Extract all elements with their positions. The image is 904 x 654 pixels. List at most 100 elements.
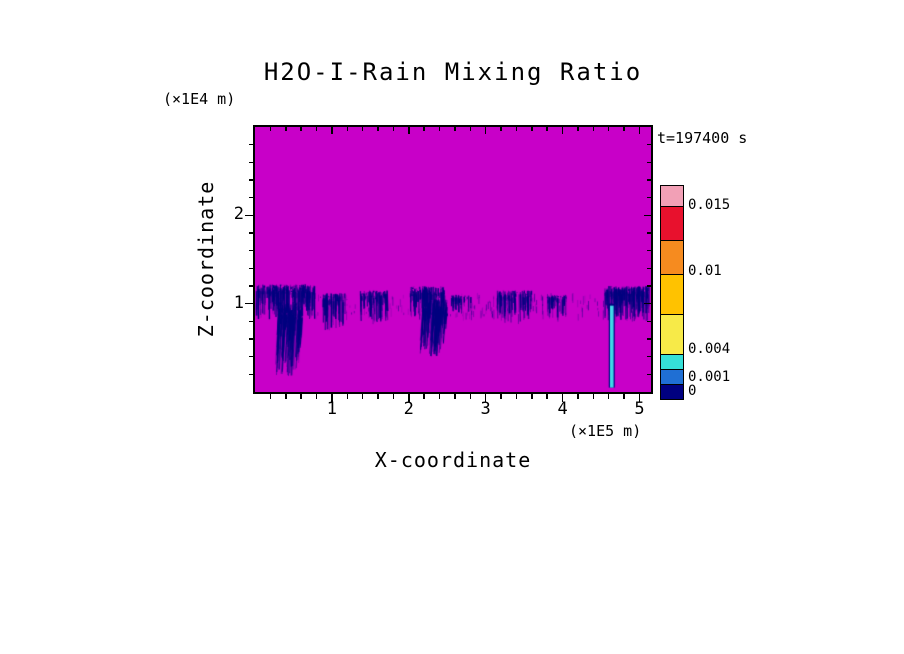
- x-axis-label: X-coordinate: [374, 448, 532, 472]
- x-tick-label: 2: [403, 399, 414, 419]
- colorbar: [660, 185, 684, 400]
- colorbar-label: 0.004: [688, 341, 731, 357]
- tick-mark: [245, 302, 253, 305]
- tick-mark: [285, 394, 287, 399]
- tick-mark: [249, 143, 253, 146]
- z-tick-label: 1: [233, 292, 244, 313]
- tick-mark: [249, 285, 253, 287]
- tick-mark: [377, 394, 379, 399]
- tick-mark: [377, 127, 379, 131]
- tick-mark: [249, 338, 253, 340]
- tick-mark: [469, 127, 472, 131]
- tick-mark: [515, 127, 518, 131]
- tick-mark: [392, 127, 395, 131]
- tick-mark: [647, 161, 651, 164]
- tick-mark: [623, 394, 625, 399]
- colorbar-label: 0.01: [688, 263, 722, 279]
- tick-mark: [361, 394, 364, 399]
- tick-mark: [647, 373, 651, 376]
- tick-mark: [647, 355, 651, 358]
- colorbar-label: 0.015: [688, 197, 731, 213]
- tick-mark: [484, 127, 487, 134]
- tick-mark: [500, 394, 502, 399]
- timestamp-label: t=197400 s: [657, 129, 748, 147]
- tick-mark: [423, 127, 425, 131]
- colorbar-segment: [661, 354, 683, 369]
- tick-mark: [438, 394, 441, 399]
- colorbar-label: 0.001: [688, 369, 731, 385]
- tick-mark: [249, 249, 253, 252]
- tick-mark: [249, 232, 253, 234]
- tick-mark: [331, 127, 333, 134]
- tick-mark: [647, 338, 651, 340]
- tick-mark: [607, 127, 610, 131]
- tick-mark: [644, 302, 651, 305]
- z-axis-unit: (×1E4 m): [163, 90, 236, 108]
- x-tick-label: 1: [326, 399, 338, 419]
- tick-mark: [647, 267, 651, 270]
- tick-mark: [423, 394, 425, 399]
- tick-mark: [577, 394, 579, 399]
- tick-mark: [438, 127, 441, 131]
- tick-mark: [408, 127, 410, 134]
- tick-mark: [469, 394, 472, 399]
- tick-mark: [647, 196, 651, 199]
- tick-mark: [454, 127, 456, 131]
- tick-mark: [638, 127, 641, 134]
- tick-mark: [592, 127, 595, 131]
- tick-mark: [392, 394, 395, 399]
- tick-mark: [361, 127, 364, 131]
- tick-mark: [300, 394, 302, 399]
- tick-mark: [647, 143, 651, 146]
- colorbar-segment: [661, 384, 683, 399]
- tick-mark: [647, 285, 651, 287]
- tick-mark: [408, 394, 410, 402]
- x-tick-label: 3: [480, 399, 491, 419]
- tick-mark: [647, 249, 651, 252]
- x-tick-label: 5: [634, 399, 645, 419]
- tick-mark: [607, 394, 610, 399]
- colorbar-label: 0: [688, 383, 697, 399]
- x-axis-unit: (×1E5 m): [569, 422, 642, 440]
- tick-mark: [315, 127, 318, 131]
- tick-mark: [561, 127, 564, 134]
- colorbar-segment: [661, 206, 683, 240]
- colorbar-segment: [661, 274, 683, 314]
- tick-mark: [500, 127, 502, 131]
- tick-mark: [245, 214, 253, 217]
- tick-mark: [546, 127, 548, 131]
- tick-mark: [300, 127, 302, 131]
- tick-mark: [644, 214, 651, 217]
- tick-mark: [647, 232, 651, 234]
- tick-mark: [249, 320, 253, 323]
- tick-mark: [285, 127, 287, 131]
- chart-title: H2O-I-Rain Mixing Ratio: [263, 58, 643, 86]
- tick-mark: [531, 127, 533, 131]
- tick-mark: [647, 179, 651, 181]
- z-tick-label: 2: [233, 204, 244, 225]
- tick-mark: [561, 394, 564, 402]
- colorbar-segment: [661, 186, 683, 206]
- tick-mark: [484, 394, 487, 402]
- tick-mark: [315, 394, 318, 399]
- colorbar-segment: [661, 240, 683, 274]
- tick-mark: [638, 394, 641, 402]
- tick-mark: [269, 394, 272, 399]
- tick-mark: [546, 394, 548, 399]
- tick-mark: [249, 179, 253, 181]
- colorbar-segment: [661, 369, 683, 384]
- tick-mark: [249, 196, 253, 199]
- tick-mark: [515, 394, 518, 399]
- tick-mark: [623, 127, 625, 131]
- tick-mark: [331, 394, 333, 402]
- tick-mark: [531, 394, 533, 399]
- tick-mark: [577, 127, 579, 131]
- plot-area: [253, 125, 653, 394]
- field-canvas: [255, 127, 651, 392]
- tick-mark: [647, 320, 651, 323]
- tick-mark: [249, 355, 253, 358]
- tick-mark: [592, 394, 595, 399]
- tick-mark: [454, 394, 456, 399]
- tick-mark: [249, 373, 253, 376]
